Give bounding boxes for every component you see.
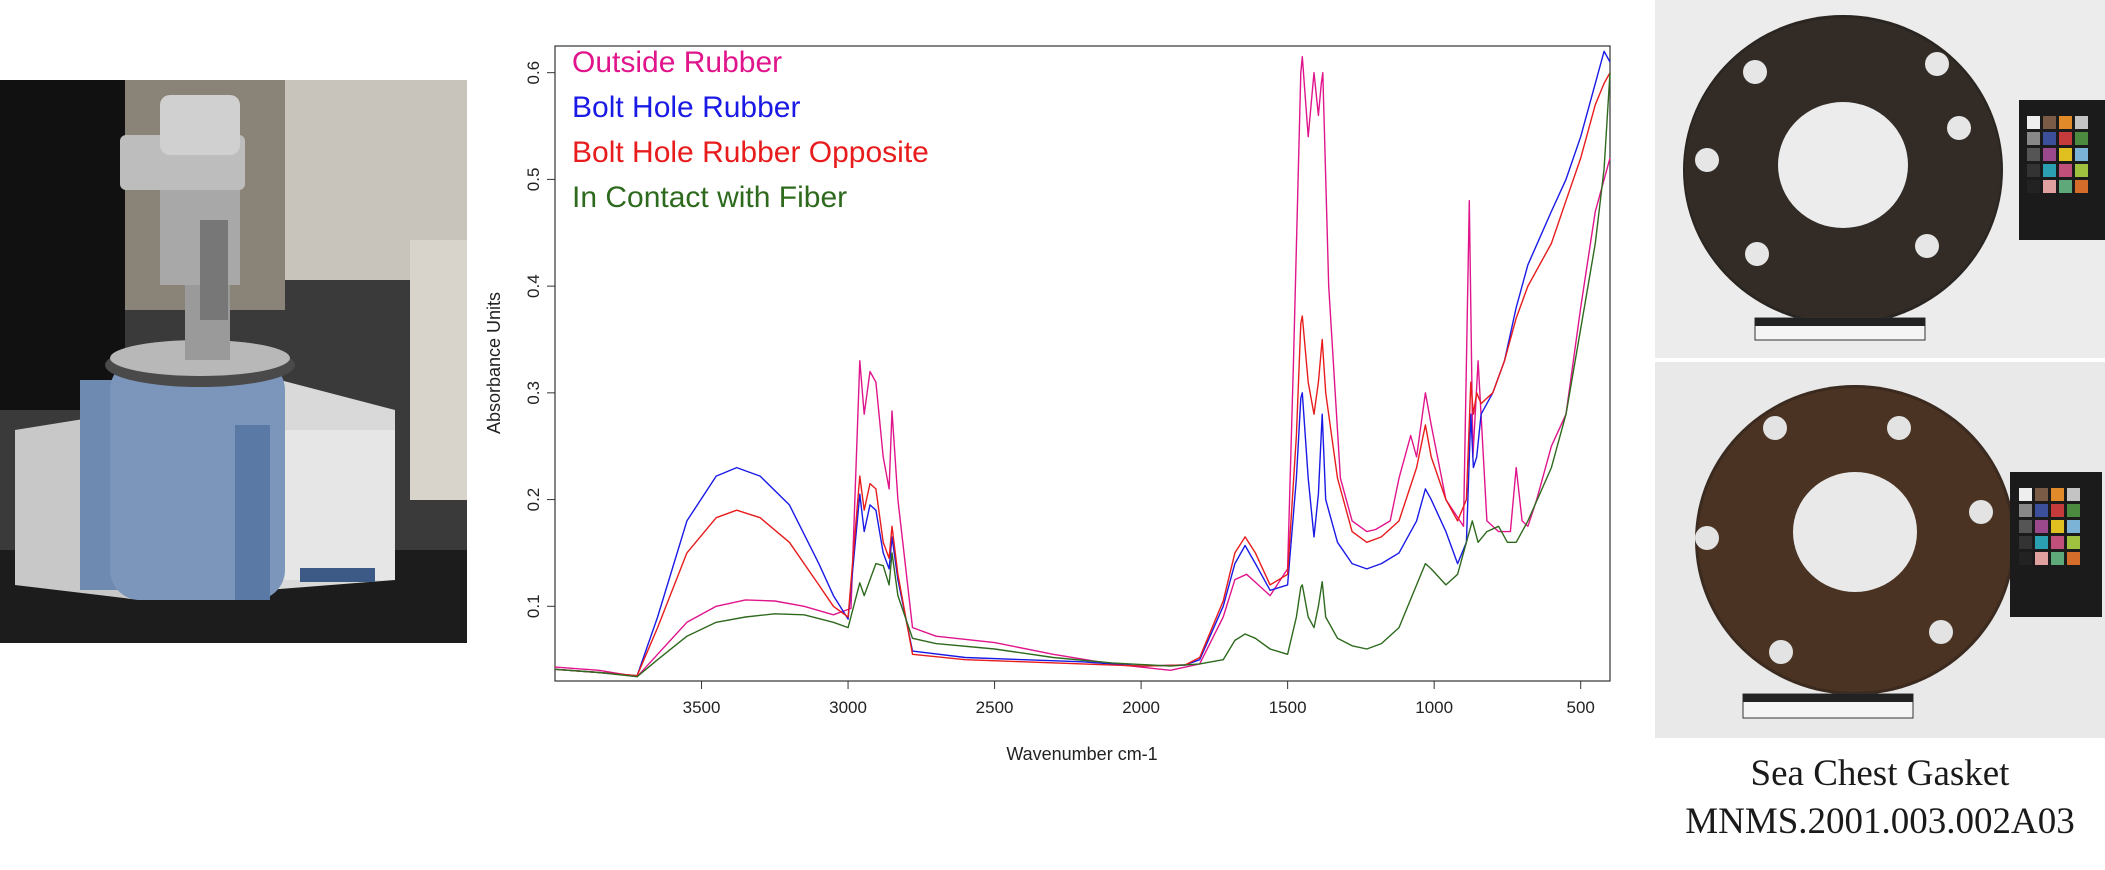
x-axis: 3500 3000 2500 2000 1500 1000 500 [683, 681, 1595, 717]
gasket-back-photo [1655, 362, 2105, 738]
y-axis-label: Absorbance Units [484, 292, 504, 434]
x-tick-label-1500: 1500 [1269, 698, 1307, 717]
ftir-spectrometer-photo [0, 80, 467, 643]
series-line-outside-rubber [554, 56, 1611, 678]
x-tick-label-3500: 3500 [683, 698, 721, 717]
legend-in-contact-with-fiber: In Contact with Fiber [572, 181, 847, 214]
legend-bolt-hole-rubber-opposite: Bolt Hole Rubber Opposite [572, 136, 929, 169]
y-tick-label-0.4: 0.4 [524, 274, 543, 298]
gasket-front-photo [1655, 0, 2105, 358]
series-line-bolt-hole-rubber-opposite [554, 72, 1611, 677]
ftir-spectrum-chart: 3500 3000 2500 2000 1500 1000 500 0.1 0.2 0.3 0.4… [484, 45, 1611, 764]
legend-outside-rubber: Outside Rubber [572, 46, 782, 79]
x-tick-label-2500: 2500 [976, 698, 1014, 717]
y-tick-label-0.5: 0.5 [524, 168, 543, 192]
caption-id: MNMS.2001.003.002A03 [1685, 801, 2075, 842]
legend: Outside Rubber Bolt Hole Rubber Bolt Hol… [572, 46, 929, 214]
series-line-in-contact-with-fiber [554, 72, 1611, 678]
x-tick-label-3000: 3000 [829, 698, 867, 717]
legend-bolt-hole-rubber: Bolt Hole Rubber [572, 91, 800, 124]
x-axis-label: Wavenumber cm-1 [1006, 744, 1157, 764]
caption: Sea Chest Gasket MNMS.2001.003.002A03 [1620, 750, 2105, 846]
y-axis: 0.1 0.2 0.3 0.4 0.5 0.6 [524, 61, 555, 618]
x-tick-label-500: 500 [1567, 698, 1595, 717]
plot-frame [554, 45, 1611, 682]
y-tick-label-0.3: 0.3 [524, 381, 543, 405]
y-tick-label-0.2: 0.2 [524, 488, 543, 512]
x-tick-label-2000: 2000 [1122, 698, 1160, 717]
x-tick-label-1000: 1000 [1415, 698, 1453, 717]
caption-title: Sea Chest Gasket [1750, 753, 2010, 794]
y-tick-label-0.1: 0.1 [524, 594, 543, 618]
y-tick-label-0.6: 0.6 [524, 61, 543, 85]
series-group [554, 50, 1611, 678]
